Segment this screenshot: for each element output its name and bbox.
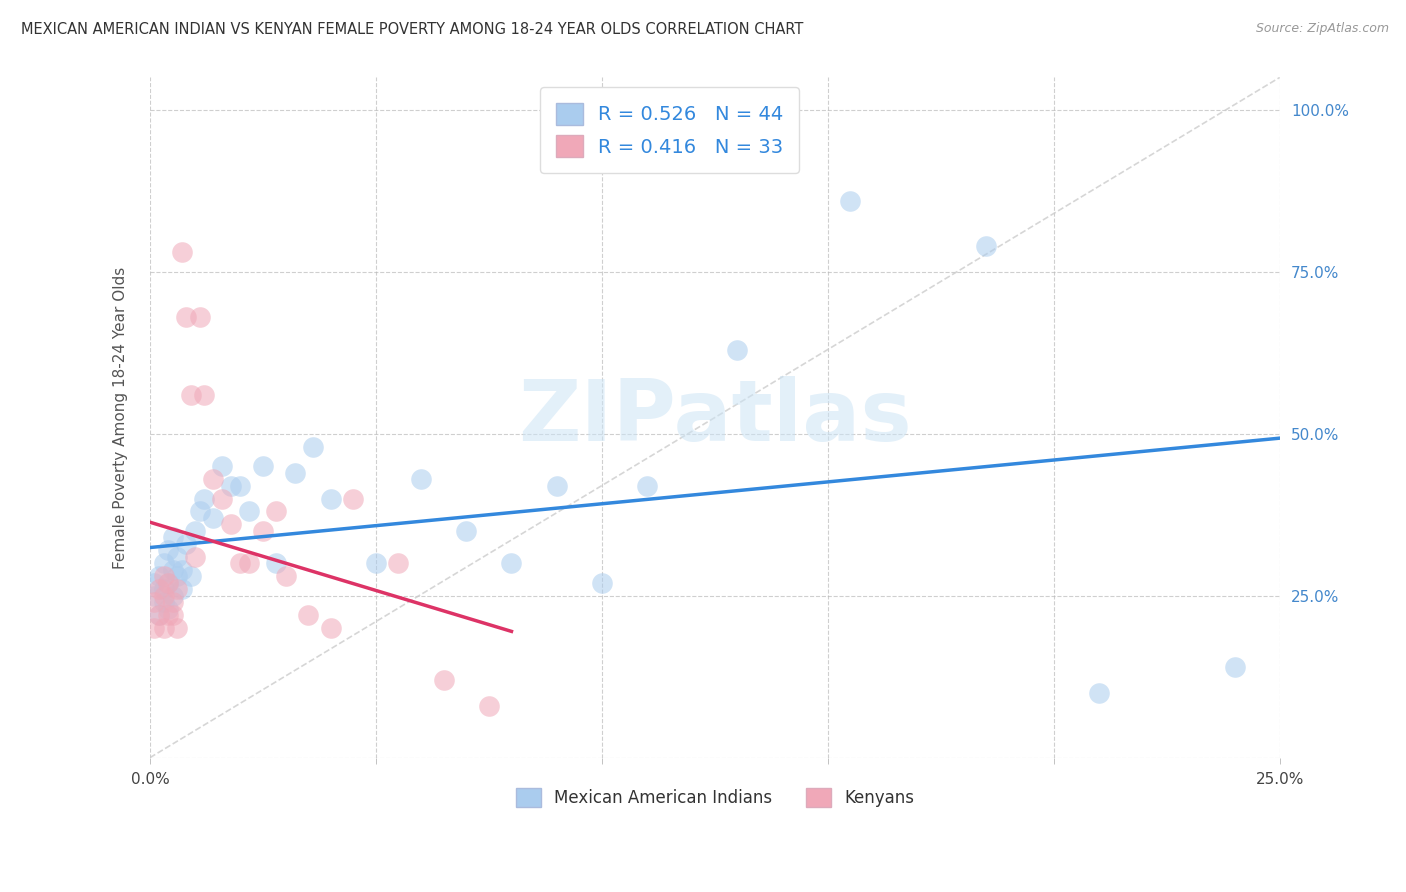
Point bbox=[266, 504, 288, 518]
Point bbox=[636, 478, 658, 492]
Point bbox=[974, 239, 997, 253]
Point bbox=[166, 621, 188, 635]
Point bbox=[188, 310, 211, 325]
Point bbox=[157, 601, 180, 615]
Point bbox=[229, 557, 252, 571]
Point bbox=[211, 491, 233, 506]
Point bbox=[152, 582, 174, 597]
Point bbox=[364, 557, 387, 571]
Point bbox=[170, 563, 193, 577]
Point bbox=[174, 537, 197, 551]
Point bbox=[170, 245, 193, 260]
Point bbox=[148, 608, 170, 623]
Point bbox=[174, 310, 197, 325]
Point bbox=[157, 575, 180, 590]
Point bbox=[152, 589, 174, 603]
Point bbox=[193, 491, 215, 506]
Point bbox=[166, 569, 188, 583]
Point bbox=[221, 517, 243, 532]
Point bbox=[152, 595, 174, 609]
Point bbox=[501, 557, 523, 571]
Point bbox=[143, 595, 166, 609]
Point bbox=[188, 504, 211, 518]
Point bbox=[193, 388, 215, 402]
Text: ZIPatlas: ZIPatlas bbox=[517, 376, 911, 459]
Point bbox=[148, 608, 170, 623]
Point bbox=[143, 621, 166, 635]
Point bbox=[162, 608, 184, 623]
Point bbox=[157, 543, 180, 558]
Point bbox=[143, 575, 166, 590]
Point bbox=[252, 459, 274, 474]
Point bbox=[1088, 686, 1111, 700]
Point bbox=[202, 511, 225, 525]
Point bbox=[221, 478, 243, 492]
Point bbox=[152, 569, 174, 583]
Point bbox=[266, 557, 288, 571]
Point bbox=[162, 589, 184, 603]
Point bbox=[180, 569, 202, 583]
Point bbox=[152, 557, 174, 571]
Point bbox=[591, 575, 613, 590]
Text: MEXICAN AMERICAN INDIAN VS KENYAN FEMALE POVERTY AMONG 18-24 YEAR OLDS CORRELATI: MEXICAN AMERICAN INDIAN VS KENYAN FEMALE… bbox=[21, 22, 803, 37]
Point bbox=[725, 343, 748, 357]
Point bbox=[157, 608, 180, 623]
Point bbox=[143, 589, 166, 603]
Point bbox=[166, 582, 188, 597]
Point bbox=[274, 569, 297, 583]
Point bbox=[166, 549, 188, 564]
Point bbox=[202, 472, 225, 486]
Point bbox=[319, 621, 342, 635]
Point bbox=[184, 549, 207, 564]
Point bbox=[148, 569, 170, 583]
Point bbox=[252, 524, 274, 538]
Point bbox=[319, 491, 342, 506]
Point bbox=[456, 524, 478, 538]
Point bbox=[238, 504, 260, 518]
Point bbox=[478, 698, 501, 713]
Point bbox=[180, 388, 202, 402]
Point bbox=[839, 194, 862, 208]
Point bbox=[170, 582, 193, 597]
Point bbox=[184, 524, 207, 538]
Point bbox=[546, 478, 568, 492]
Point bbox=[238, 557, 260, 571]
Text: Source: ZipAtlas.com: Source: ZipAtlas.com bbox=[1256, 22, 1389, 36]
Legend: Mexican American Indians, Kenyans: Mexican American Indians, Kenyans bbox=[509, 781, 921, 814]
Point bbox=[1223, 660, 1246, 674]
Point bbox=[342, 491, 364, 506]
Point bbox=[284, 466, 307, 480]
Point bbox=[297, 608, 319, 623]
Y-axis label: Female Poverty Among 18-24 Year Olds: Female Poverty Among 18-24 Year Olds bbox=[114, 267, 128, 569]
Point bbox=[387, 557, 409, 571]
Point bbox=[229, 478, 252, 492]
Point bbox=[162, 563, 184, 577]
Point bbox=[433, 673, 456, 687]
Point bbox=[157, 575, 180, 590]
Point bbox=[152, 621, 174, 635]
Point bbox=[162, 595, 184, 609]
Point bbox=[301, 440, 323, 454]
Point bbox=[211, 459, 233, 474]
Point bbox=[148, 582, 170, 597]
Point bbox=[162, 530, 184, 544]
Point bbox=[409, 472, 432, 486]
